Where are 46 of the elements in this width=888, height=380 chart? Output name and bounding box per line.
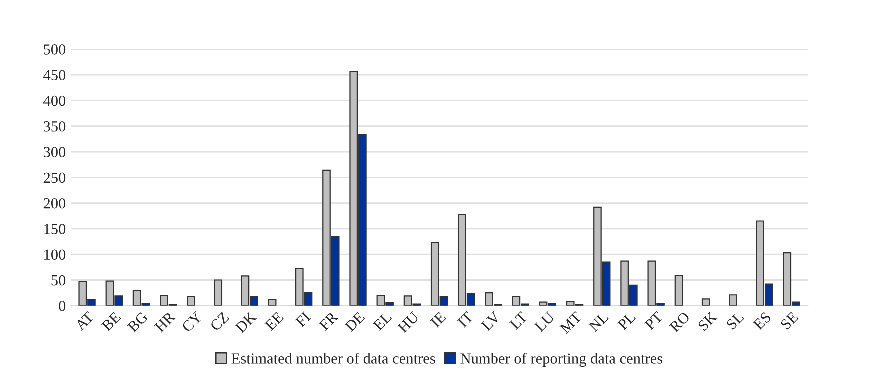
x-tick-label: SE xyxy=(780,312,799,330)
y-tick-label: 50 xyxy=(52,275,66,286)
y-tick-label: 100 xyxy=(44,250,66,260)
x-tick-label: SK xyxy=(698,311,718,332)
x-tick-label: DK xyxy=(235,311,258,334)
x-tick-label: LT xyxy=(509,311,528,330)
y-tick-label: 0 xyxy=(59,301,66,312)
x-tick-label: CZ xyxy=(210,312,230,332)
bar xyxy=(268,299,277,306)
x-tick-label: EE xyxy=(264,312,284,332)
y-tick-label: 350 xyxy=(44,121,66,132)
legend-label: Estimated number of data centres xyxy=(232,352,436,364)
bar xyxy=(674,275,684,306)
y-tick-label: 250 xyxy=(44,172,66,184)
x-tick-label: NL xyxy=(588,312,609,332)
x-tick-label: HR xyxy=(154,311,176,333)
x-tick-label: ES xyxy=(752,312,772,331)
x-tick-label: SL xyxy=(726,312,745,330)
y-tick-label: 400 xyxy=(44,96,66,106)
x-tick-label: IT xyxy=(457,311,474,328)
x-tick-label: IE xyxy=(430,312,447,328)
legend-label: Number of reporting data centres xyxy=(460,352,662,368)
y-tick-label: 300 xyxy=(44,147,66,158)
x-tick-label: FI xyxy=(295,312,312,328)
bar xyxy=(214,280,223,306)
bar xyxy=(187,296,196,306)
x-tick-label: PL xyxy=(617,312,636,331)
x-tick-label: HU xyxy=(398,311,420,334)
x-tick-label: BE xyxy=(101,312,122,332)
y-tick-label: 450 xyxy=(44,70,66,80)
x-tick-label: CY xyxy=(181,311,204,333)
x-tick-label: LU xyxy=(534,311,556,332)
x-tick-label: BG xyxy=(127,311,149,334)
x-tick-label: AT xyxy=(74,311,95,332)
x-tick-label: RO xyxy=(669,312,691,334)
bar xyxy=(702,298,710,306)
y-tick-label: 200 xyxy=(44,198,66,209)
y-tick-label: 150 xyxy=(44,224,66,234)
x-tick-label: DE xyxy=(344,312,366,332)
y-tick-label: 500 xyxy=(44,44,66,55)
x-tick-label: LV xyxy=(481,311,502,332)
x-tick-label: EL xyxy=(372,312,392,332)
bar xyxy=(729,294,738,306)
x-tick-label: PT xyxy=(644,311,664,331)
x-tick-label: MT xyxy=(560,311,582,334)
x-tick-label: FR xyxy=(318,311,339,332)
